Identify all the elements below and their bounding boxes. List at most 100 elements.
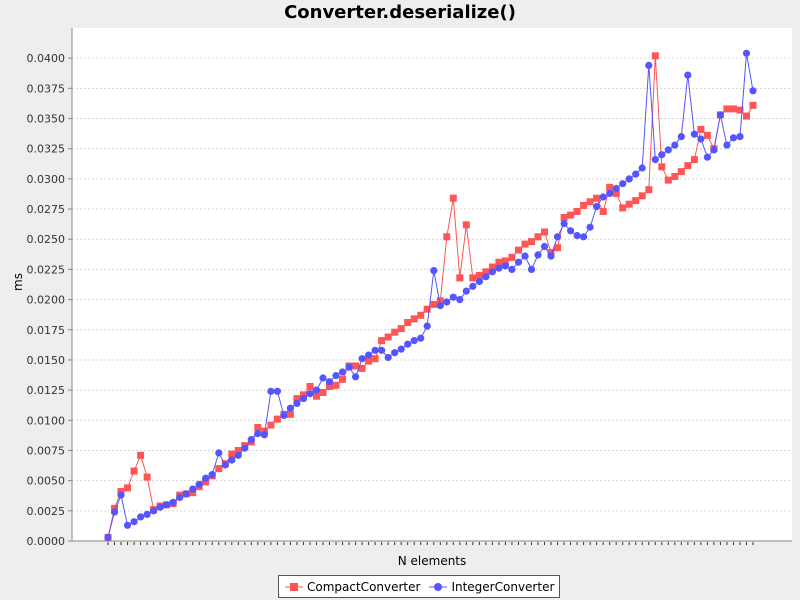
series-layer xyxy=(104,49,757,542)
data-point xyxy=(567,227,575,235)
y-tick-label: 0.0175 xyxy=(27,324,66,337)
data-point xyxy=(488,268,496,276)
data-point xyxy=(638,192,646,200)
data-point xyxy=(534,233,542,241)
y-tick-label: 0.0200 xyxy=(27,294,66,307)
data-point xyxy=(677,133,685,141)
data-point xyxy=(586,223,594,231)
data-point xyxy=(378,337,386,345)
data-point xyxy=(703,153,712,161)
data-point xyxy=(469,274,477,282)
data-point xyxy=(580,201,588,209)
data-point xyxy=(645,186,653,194)
data-point xyxy=(619,180,627,188)
data-point xyxy=(273,387,281,395)
data-point xyxy=(110,508,119,516)
data-point xyxy=(638,164,646,172)
data-point xyxy=(189,489,197,497)
data-point xyxy=(397,345,405,353)
y-tick-label: 0.0250 xyxy=(27,233,66,246)
data-point xyxy=(606,183,614,191)
data-point xyxy=(104,533,112,542)
data-point xyxy=(299,395,308,403)
data-point xyxy=(208,471,216,479)
data-point xyxy=(143,473,151,481)
data-point xyxy=(117,491,125,499)
data-point xyxy=(280,411,288,420)
data-point xyxy=(273,415,281,423)
data-point xyxy=(475,277,483,286)
data-point xyxy=(475,271,483,279)
data-point xyxy=(443,233,451,241)
data-point xyxy=(495,264,503,272)
data-point xyxy=(658,151,666,159)
data-point xyxy=(384,333,392,341)
data-point xyxy=(391,349,399,357)
data-point xyxy=(619,204,627,212)
data-point xyxy=(228,450,236,458)
data-point xyxy=(586,198,594,206)
data-point xyxy=(749,87,757,95)
data-point xyxy=(554,244,561,252)
data-point xyxy=(345,363,353,371)
data-point xyxy=(723,141,731,149)
data-point xyxy=(286,404,294,412)
y-tick-label: 0.0000 xyxy=(27,535,66,548)
data-point xyxy=(593,194,601,202)
data-point xyxy=(150,507,158,515)
data-point xyxy=(606,189,614,197)
data-point xyxy=(729,134,738,142)
legend-label-compact: CompactConverter xyxy=(307,579,421,594)
data-point xyxy=(684,71,692,79)
data-point xyxy=(137,451,145,459)
data-point xyxy=(514,258,523,266)
data-point xyxy=(456,274,464,282)
data-point xyxy=(742,49,751,57)
data-point xyxy=(189,485,197,493)
data-point xyxy=(430,267,438,275)
y-tick-label: 0.0075 xyxy=(27,444,66,457)
data-point xyxy=(697,125,705,133)
data-point xyxy=(352,362,360,370)
data-point xyxy=(404,319,412,326)
data-point xyxy=(169,498,177,506)
data-point xyxy=(352,373,360,381)
legend-label-integer: IntegerConverter xyxy=(451,579,555,594)
data-point xyxy=(690,156,698,164)
legend-item-integer: IntegerConverter xyxy=(428,580,554,594)
data-point xyxy=(404,340,412,348)
data-point xyxy=(521,252,529,260)
data-point xyxy=(417,334,425,342)
data-point xyxy=(228,456,236,464)
data-point xyxy=(573,232,581,240)
legend: CompactConverter IntegerConverter xyxy=(278,575,561,598)
data-point xyxy=(671,173,679,180)
data-point xyxy=(703,131,711,139)
data-point xyxy=(391,328,399,336)
data-point xyxy=(306,383,314,390)
data-point xyxy=(423,305,431,313)
data-point xyxy=(286,410,294,418)
data-point xyxy=(482,268,490,276)
data-point xyxy=(599,208,607,215)
legend-marker-circle-icon xyxy=(429,582,448,591)
legend-marker-square-icon xyxy=(285,582,303,591)
data-point xyxy=(130,518,138,526)
data-point xyxy=(365,357,373,365)
data-point xyxy=(723,105,731,113)
data-point xyxy=(495,258,503,266)
x-axis-label: N elements xyxy=(398,554,467,568)
data-point xyxy=(254,424,262,431)
data-point xyxy=(215,465,223,473)
data-point xyxy=(358,364,366,372)
data-point xyxy=(690,130,699,138)
data-point xyxy=(410,315,418,323)
data-point xyxy=(697,135,705,143)
data-point xyxy=(567,211,575,219)
y-tick-label: 0.0150 xyxy=(27,354,66,367)
data-point xyxy=(651,156,659,164)
y-tick-label: 0.0325 xyxy=(27,143,66,156)
data-point xyxy=(540,242,549,251)
data-point xyxy=(632,197,640,205)
y-tick-label: 0.0100 xyxy=(27,414,66,427)
